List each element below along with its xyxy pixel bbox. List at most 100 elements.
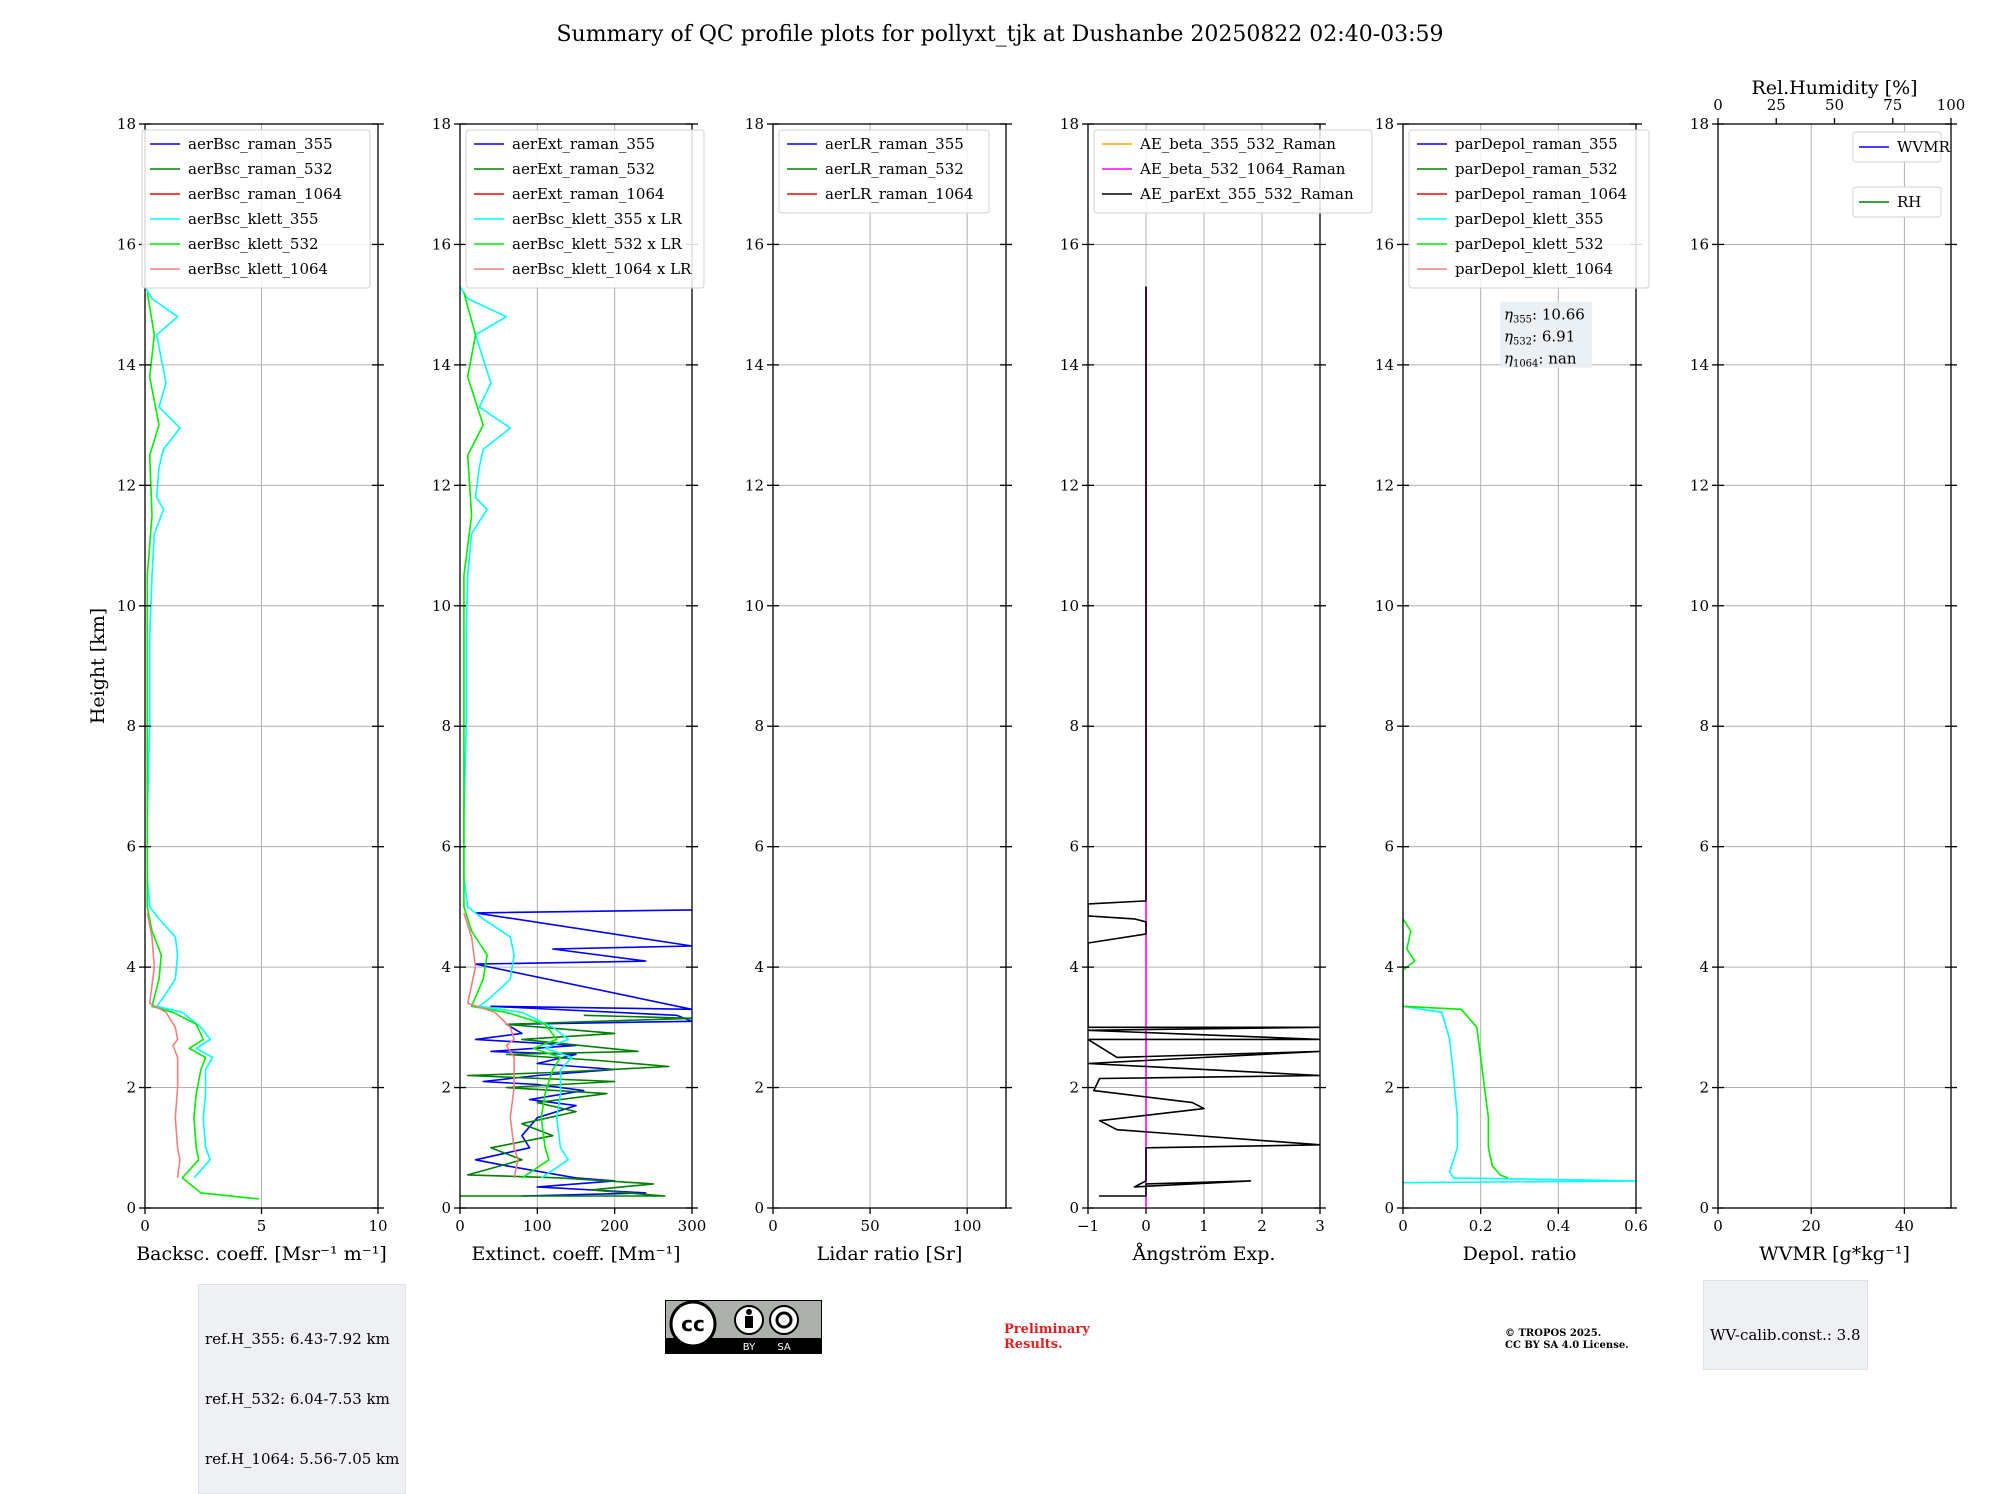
series-line-aerExt_raman_355: [474, 909, 692, 1197]
y-tick-label: 10: [117, 597, 136, 615]
y-tick-label: 14: [117, 356, 136, 374]
eta-1064: η1064: nan: [1504, 350, 1577, 370]
legend-label: aerBsc_klett_355: [188, 210, 319, 228]
y-tick-label: 14: [1375, 356, 1394, 374]
y-tick-label: 16: [1375, 235, 1394, 253]
legend-label: RH: [1897, 193, 1921, 211]
legend-box: [1093, 129, 1373, 214]
x-tick-label: 1: [1199, 1217, 1209, 1235]
legend-box: [465, 129, 705, 289]
top-tick-label: 25: [1767, 96, 1786, 114]
legend-label: aerExt_raman_1064: [512, 185, 665, 203]
x-tick-label: 2: [1257, 1217, 1267, 1235]
x-axis-label: WVMR [g*kg⁻¹]: [1759, 1243, 1910, 1265]
y-tick-label: 10: [1690, 597, 1709, 615]
x-tick-label: 0.4: [1546, 1217, 1570, 1235]
legend-label: parDepol_raman_1064: [1455, 185, 1627, 203]
legend: aerExt_raman_355 aerExt_raman_532 aerExt_r…: [465, 129, 705, 289]
legend-label: parDepol_klett_355: [1455, 210, 1604, 228]
wv-calib-text: WV-calib.const.: 3.8: [1710, 1326, 1861, 1344]
y-tick-label: 10: [1375, 597, 1394, 615]
y-tick-label: 14: [745, 356, 764, 374]
y-tick-label: 6: [1384, 838, 1394, 856]
series-line-aerBsc_klett_355 x LR: [460, 286, 573, 1179]
legend-label: aerBsc_klett_532 x LR: [512, 235, 683, 253]
legend-label: aerBsc_raman_1064: [188, 185, 342, 203]
x-tick-label: 0: [140, 1217, 150, 1235]
x-tick-label: 10: [368, 1217, 387, 1235]
y-tick-label: 18: [117, 115, 136, 133]
legend-label: aerLR_raman_355: [825, 135, 964, 153]
preliminary-line-1: Preliminary: [1004, 1322, 1090, 1337]
legend-WVMR: WVMR: [1852, 131, 1951, 163]
series-line-parDepol_klett_532: [1403, 918, 1509, 1179]
legend-label: aerLR_raman_1064: [825, 185, 973, 203]
x-axis-label: Extinct. coeff. [Mm⁻¹]: [471, 1243, 680, 1265]
x-tick-label: 100: [523, 1217, 552, 1235]
x-tick-label: 0.2: [1469, 1217, 1493, 1235]
series-group: [145, 286, 260, 1200]
y-tick-label: 2: [1069, 1079, 1079, 1097]
legend-RH: RH: [1852, 186, 1942, 218]
figure-title: Summary of QC profile plots for pollyxt_…: [556, 22, 1444, 47]
y-axis-label: Height [km]: [87, 608, 109, 724]
panel-2: 0 2 4 6 8 10 12 14 16 18 0 100 200 300 Extinct. coeff.…: [432, 115, 706, 1265]
y-tick-label: 6: [126, 838, 136, 856]
y-tick-label: 18: [1375, 115, 1394, 133]
y-tick-label: 10: [432, 597, 451, 615]
y-tick-label: 2: [754, 1079, 764, 1097]
ref-height-box: ref.H_355: 6.43-7.92 km ref.H_532: 6.04-…: [198, 1284, 407, 1494]
legend: aerLR_raman_355 aerLR_raman_532 aerLR_rama…: [778, 129, 990, 214]
series-group: [1403, 918, 1636, 1184]
y-tick-label: 10: [745, 597, 764, 615]
cc-sa-text: SA: [777, 1342, 791, 1353]
series-line-aerBsc_klett_532: [146, 292, 260, 1200]
y-tick-label: 16: [1060, 235, 1079, 253]
legend-label: aerBsc_klett_355 x LR: [512, 210, 683, 228]
y-tick-label: 2: [126, 1079, 136, 1097]
y-tick-label: 12: [117, 476, 136, 494]
ref-height-532: ref.H_532: 6.04-7.53 km: [205, 1390, 390, 1408]
y-tick-label: 18: [1690, 115, 1709, 133]
series-line-parDepol_klett_355: [1403, 1005, 1636, 1184]
x-tick-label: 0.6: [1624, 1217, 1648, 1235]
y-tick-label: 4: [1699, 958, 1709, 976]
y-tick-label: 0: [754, 1199, 764, 1217]
series-group: [460, 286, 692, 1197]
x-axis-label: Depol. ratio: [1463, 1243, 1577, 1265]
x-axis-label: Ångström Exp.: [1132, 1243, 1276, 1265]
legend-label: aerBsc_raman_355: [188, 135, 333, 153]
copyright-line-2: CC BY SA 4.0 License.: [1505, 1340, 1629, 1351]
eta-532: η532: 6.91: [1504, 328, 1575, 348]
eta-355: η355: 10.66: [1504, 306, 1585, 326]
y-tick-label: 12: [1690, 476, 1709, 494]
x-tick-label: 300: [678, 1217, 707, 1235]
legend: parDepol_raman_355 parDepol_raman_532 parD…: [1408, 129, 1650, 289]
legend: AE_beta_355_532_Raman AE_beta_532_1064_Ra…: [1093, 129, 1373, 214]
y-tick-label: 8: [126, 717, 136, 735]
axes-frame: [459, 123, 693, 1209]
axes-frame: [1717, 123, 1952, 1209]
y-tick-label: 14: [432, 356, 451, 374]
copyright-note: © TROPOS 2025. CC BY SA 4.0 License.: [1505, 1328, 1629, 1352]
axes-frame: [772, 123, 1007, 1209]
x-axis-label: Lidar ratio [Sr]: [817, 1243, 963, 1265]
legend-label: aerExt_raman_355: [512, 135, 655, 153]
y-tick-label: 4: [441, 958, 451, 976]
y-tick-label: 6: [441, 838, 451, 856]
legend: aerBsc_raman_355 aerBsc_raman_532 aerBsc_r…: [141, 129, 371, 289]
y-tick-label: 12: [745, 476, 764, 494]
y-tick-label: 16: [745, 235, 764, 253]
top-tick-label: 0: [1713, 96, 1723, 114]
y-tick-label: 8: [754, 717, 764, 735]
legend-label: AE_parExt_355_532_Raman: [1139, 185, 1354, 203]
preliminary-note: Preliminary Results.: [1004, 1322, 1090, 1352]
y-tick-label: 4: [1384, 958, 1394, 976]
legend-label: parDepol_klett_1064: [1455, 260, 1613, 278]
ref-height-355: ref.H_355: 6.43-7.92 km: [205, 1330, 390, 1348]
y-tick-label: 4: [754, 958, 764, 976]
x-tick-label: 0: [1141, 1217, 1151, 1235]
series-line-aerBsc_klett_1064 x LR: [463, 912, 519, 1179]
